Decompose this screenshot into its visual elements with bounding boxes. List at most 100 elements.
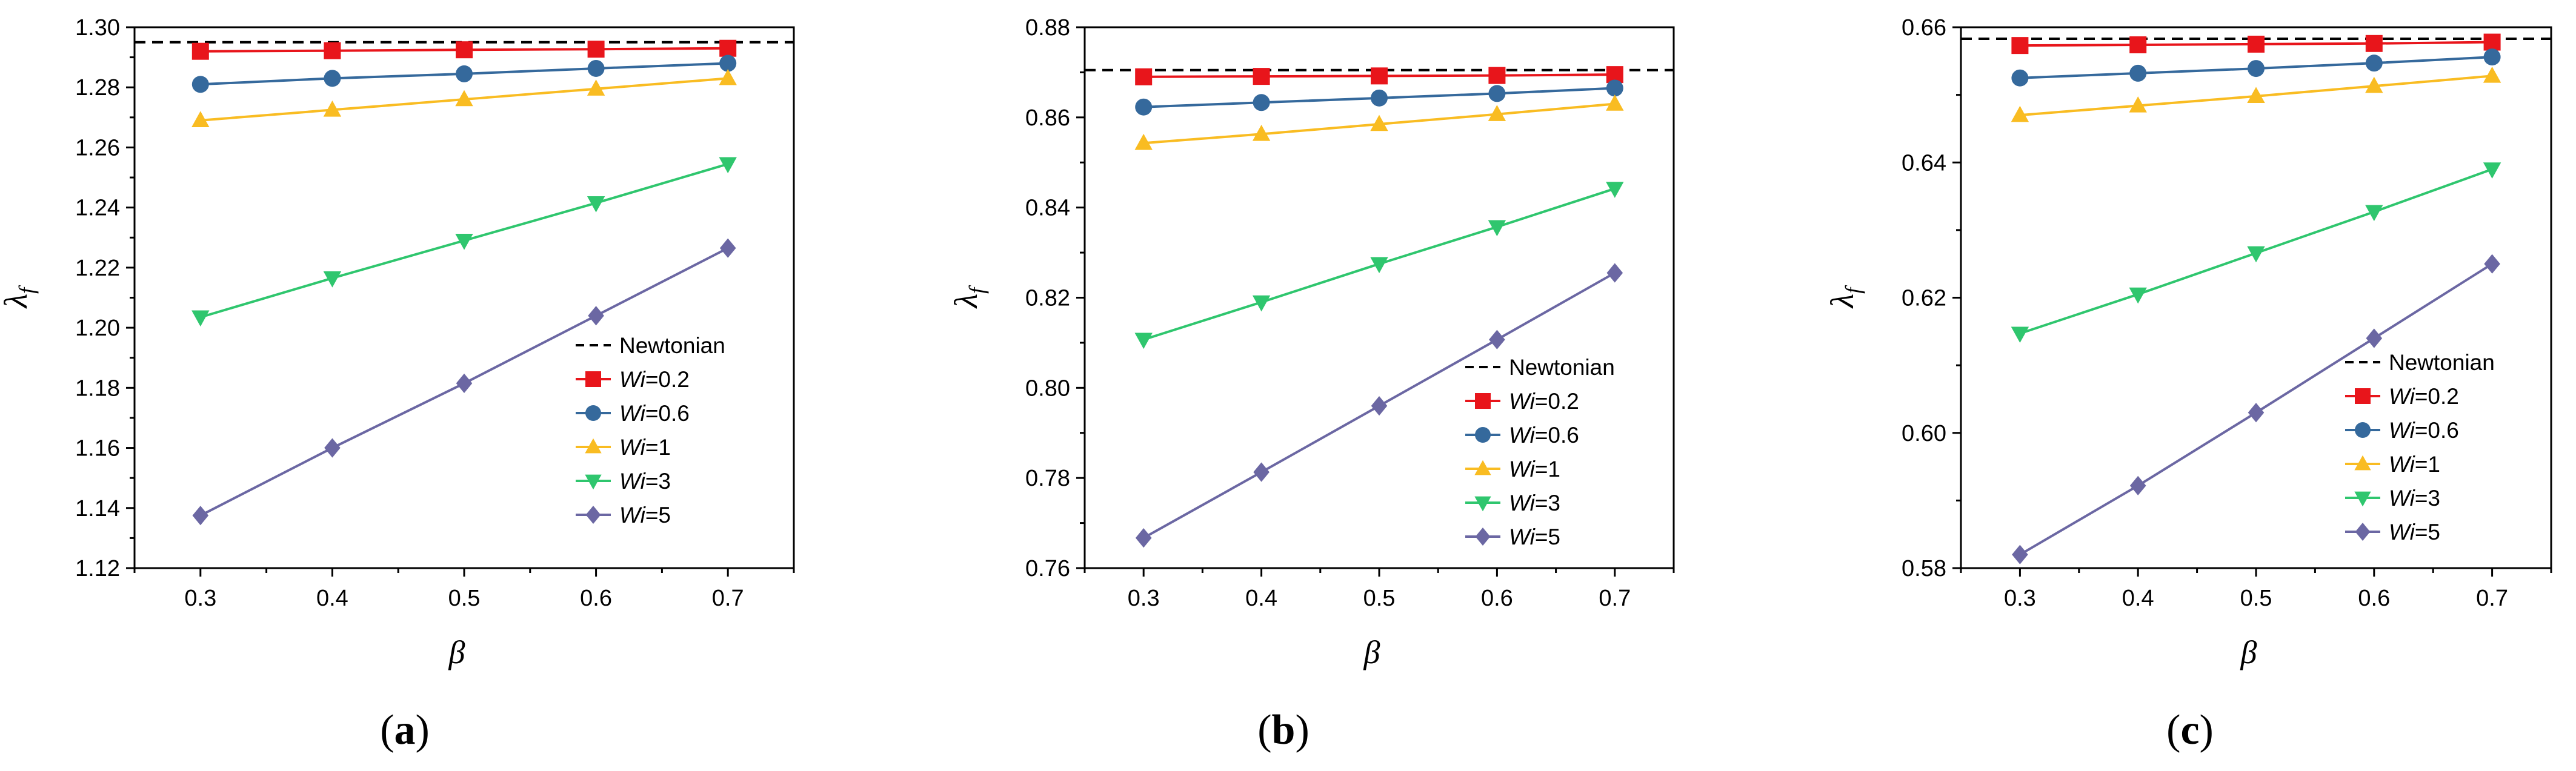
legend-label-suffix: =3 <box>1535 491 1560 515</box>
data-point <box>2365 35 2383 52</box>
legend-label-prefix: Wi <box>619 435 647 460</box>
legend-label: Wi=5 <box>2389 520 2440 544</box>
caption-open-paren: ( <box>380 707 394 753</box>
y-tick-label: 1.20 <box>75 316 120 341</box>
y-axis-title-symbol: λ <box>1824 294 1860 309</box>
legend-newtonian-label: Newtonian <box>2389 350 2495 375</box>
data-point <box>1135 528 1152 548</box>
data-point <box>1371 89 1388 107</box>
caption-open-paren: ( <box>2166 707 2180 753</box>
y-axis-title-symbol: λ <box>0 294 34 309</box>
data-point <box>455 90 473 107</box>
plot-frame <box>1083 26 1675 569</box>
caption-letter: c <box>2180 707 2199 753</box>
legend-label-prefix: Wi <box>2389 520 2416 544</box>
data-point <box>587 59 605 77</box>
legend-label-suffix: =0.2 <box>2415 384 2459 409</box>
data-point <box>1606 94 1624 111</box>
data-point <box>1488 105 1506 121</box>
caption-close-paren: ) <box>1295 707 1309 753</box>
legend-label-suffix: =0.6 <box>2415 418 2459 443</box>
legend-label-suffix: =0.2 <box>1535 389 1579 414</box>
y-tick-label: 1.16 <box>75 436 120 462</box>
data-point <box>2011 326 2029 343</box>
legend-label-suffix: =1 <box>2415 452 2440 477</box>
x-axis-title: β <box>2240 634 2257 670</box>
legend-label-prefix: Wi <box>2389 418 2416 443</box>
legend-label: Wi=5 <box>619 503 671 528</box>
caption-close-paren: ) <box>2200 707 2214 753</box>
y-axis-title-subscript: f <box>965 285 989 294</box>
x-axis-title: β <box>448 634 465 670</box>
data-point <box>2011 105 2029 122</box>
y-axis-title-subscript: f <box>15 285 39 294</box>
data-point <box>2248 60 2265 78</box>
data-point <box>588 306 604 326</box>
x-tick-label: 0.6 <box>2358 586 2390 611</box>
data-point <box>2012 544 2028 564</box>
caption-letter: a <box>394 707 416 753</box>
legend-label-suffix: =5 <box>645 503 671 528</box>
data-point <box>2011 37 2029 55</box>
series-wi-1 <box>1134 94 1624 150</box>
legend-label-suffix: =1 <box>645 435 671 460</box>
legend-swatch-marker <box>2355 388 2371 404</box>
chart-panel-a: 1.12 1.14 1.16 1.18 1.20 1.22 1.24 1.26 1.28 1.30… <box>0 15 795 753</box>
y-tick-label: 0.78 <box>1025 466 1070 491</box>
data-point <box>324 70 341 87</box>
x-tick-label: 0.5 <box>448 586 481 611</box>
data-point <box>323 101 342 117</box>
data-point <box>719 238 736 258</box>
data-point <box>324 42 341 59</box>
data-point <box>1134 333 1153 349</box>
data-point <box>191 76 209 93</box>
legend-label-suffix: =5 <box>2415 520 2440 544</box>
y-tick-label: 1.14 <box>75 496 120 521</box>
data-point <box>1488 67 1506 84</box>
legend-label-suffix: =3 <box>2415 486 2440 511</box>
data-point <box>1606 263 1623 283</box>
series-wi-3 <box>2011 162 2501 343</box>
data-point <box>2483 48 2501 66</box>
series-wi-5 <box>192 238 736 526</box>
legend-label-prefix: Wi <box>1509 491 1536 515</box>
legend-label-prefix: Wi <box>2389 486 2416 511</box>
legend-swatch-marker <box>585 438 602 454</box>
data-point <box>587 79 605 96</box>
y-tick-label: 1.24 <box>75 196 120 221</box>
plot-frame <box>1960 26 2552 569</box>
legend-label: Wi=0.2 <box>2389 384 2459 409</box>
legend-swatch-marker <box>585 506 601 524</box>
data-point <box>1253 68 1270 85</box>
series-wi-0.6 <box>191 55 737 93</box>
data-point <box>1371 396 1388 416</box>
caption-letter: b <box>1272 707 1296 753</box>
data-point <box>1371 67 1388 85</box>
data-point <box>191 310 210 327</box>
data-point <box>2365 205 2383 222</box>
y-tick-label: 0.84 <box>1025 196 1070 221</box>
x-tick-label: 0.4 <box>316 586 348 611</box>
data-point <box>2365 55 2383 72</box>
x-tick-label: 0.3 <box>2004 586 2036 611</box>
legend-label: Wi=1 <box>619 435 671 460</box>
y-tick-label: 0.80 <box>1025 376 1070 401</box>
chart-panel-b: 0.76 0.78 0.80 0.82 0.84 0.86 0.88 0.3 0.4 0.5 0.6… <box>948 15 1675 753</box>
legend-label-suffix: =0.6 <box>1535 423 1579 448</box>
data-point <box>1488 85 1506 102</box>
panel-caption: (c) <box>2166 707 2214 753</box>
y-axis-title-subscript: f <box>1841 285 1865 294</box>
y-tick-label: 1.12 <box>75 556 120 581</box>
series-wi-5 <box>1135 263 1623 548</box>
legend-swatch-marker <box>2354 455 2371 471</box>
data-point <box>455 234 473 250</box>
legend-swatch-marker <box>2354 491 2371 507</box>
y-tick-label: 1.28 <box>75 75 120 101</box>
caption-close-paren: ) <box>416 707 430 753</box>
data-point <box>2484 254 2500 274</box>
legend-label-prefix: Wi <box>2389 452 2416 477</box>
x-tick-label: 0.4 <box>1245 586 1277 611</box>
data-point <box>719 68 737 85</box>
series-wi-0.6 <box>2011 48 2501 87</box>
